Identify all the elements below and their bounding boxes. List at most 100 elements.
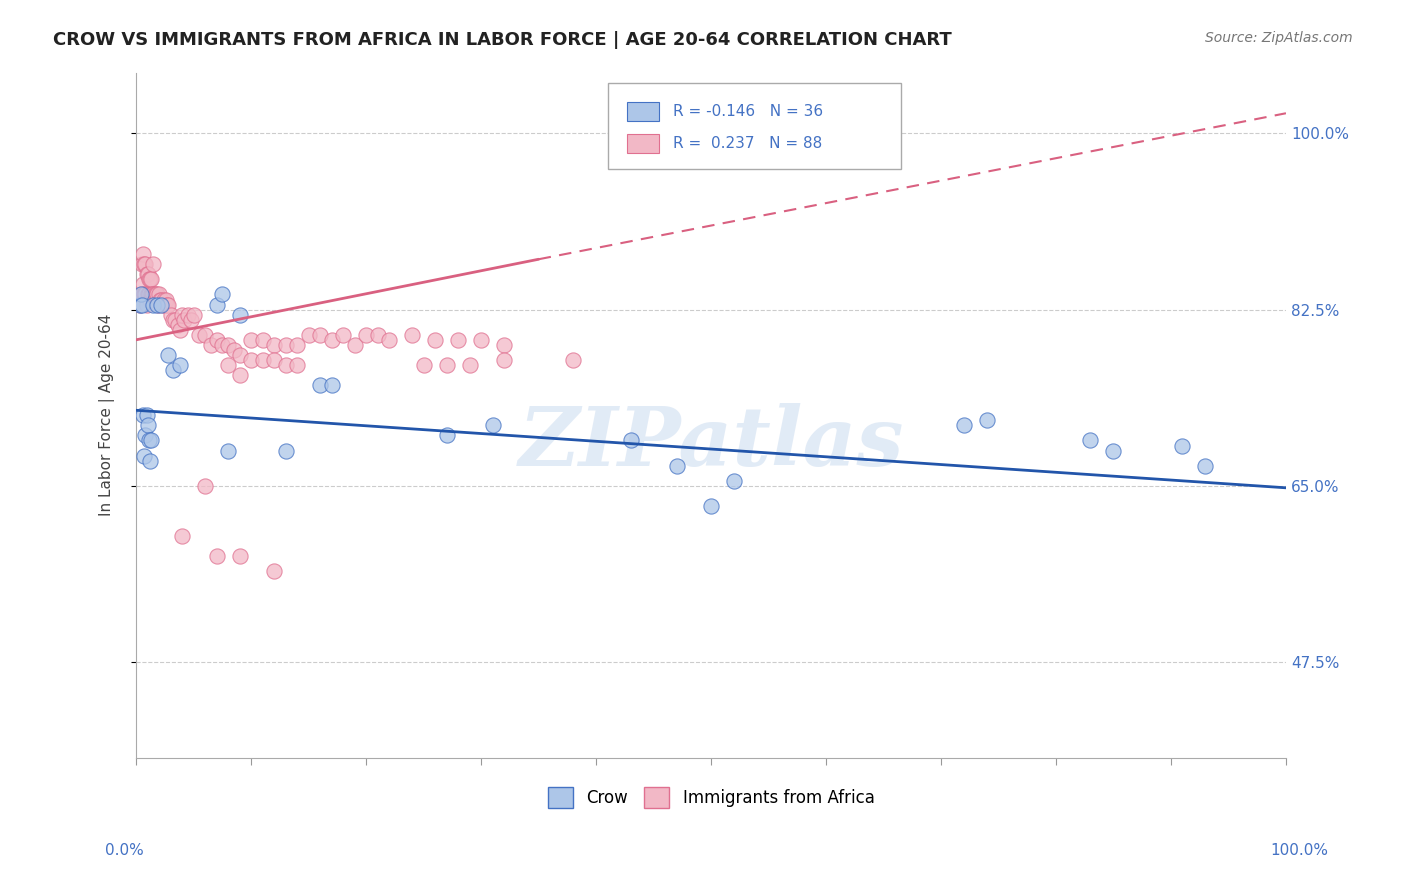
- Point: [252, 353, 274, 368]
- Point: [183, 308, 205, 322]
- Point: [354, 327, 377, 342]
- Point: [321, 378, 343, 392]
- Point: [134, 287, 156, 301]
- Point: [367, 327, 389, 342]
- Text: R = -0.146   N = 36: R = -0.146 N = 36: [673, 103, 824, 119]
- Point: [423, 333, 446, 347]
- Point: [134, 257, 156, 271]
- Point: [240, 333, 263, 347]
- Point: [217, 338, 239, 352]
- Point: [481, 418, 503, 433]
- Point: [139, 293, 162, 307]
- Point: [165, 312, 187, 326]
- Point: [470, 333, 492, 347]
- Point: [138, 272, 160, 286]
- Point: [976, 413, 998, 427]
- Point: [228, 368, 250, 382]
- Point: [1102, 443, 1125, 458]
- Point: [217, 443, 239, 458]
- Point: [953, 418, 976, 433]
- Text: 0.0%: 0.0%: [105, 843, 145, 857]
- Point: [149, 293, 172, 307]
- Point: [285, 338, 308, 352]
- Point: [228, 348, 250, 362]
- Point: [152, 297, 174, 311]
- Y-axis label: In Labor Force | Age 20-64: In Labor Force | Age 20-64: [100, 314, 115, 516]
- Point: [1080, 434, 1102, 448]
- Point: [139, 453, 162, 467]
- Point: [412, 358, 434, 372]
- Point: [169, 323, 191, 337]
- Point: [321, 333, 343, 347]
- Point: [447, 333, 470, 347]
- Point: [309, 327, 332, 342]
- Point: [458, 358, 481, 372]
- Point: [146, 297, 169, 311]
- Point: [134, 287, 156, 301]
- FancyBboxPatch shape: [607, 83, 901, 169]
- Point: [228, 549, 250, 564]
- Point: [1194, 458, 1216, 473]
- Point: [332, 327, 354, 342]
- Point: [436, 358, 458, 372]
- Point: [274, 358, 297, 372]
- Point: [139, 434, 162, 448]
- Point: [205, 333, 228, 347]
- Point: [665, 458, 688, 473]
- Point: [194, 479, 217, 493]
- Point: [157, 297, 180, 311]
- Point: [228, 308, 250, 322]
- Point: [211, 287, 233, 301]
- Point: [135, 409, 157, 423]
- Point: [309, 378, 332, 392]
- Point: [134, 257, 156, 271]
- Point: [378, 333, 401, 347]
- Point: [134, 449, 156, 463]
- Point: [139, 287, 162, 301]
- Text: Source: ZipAtlas.com: Source: ZipAtlas.com: [1205, 31, 1353, 45]
- Point: [562, 353, 585, 368]
- Point: [173, 312, 195, 326]
- Point: [194, 327, 217, 342]
- Point: [145, 287, 167, 301]
- Point: [252, 333, 274, 347]
- Point: [138, 287, 160, 301]
- Point: [263, 353, 285, 368]
- Point: [723, 474, 745, 488]
- Point: [263, 338, 285, 352]
- Point: [131, 257, 153, 271]
- Point: [157, 348, 180, 362]
- Point: [700, 499, 723, 513]
- Point: [166, 318, 188, 332]
- Point: [142, 287, 165, 301]
- Point: [135, 297, 157, 311]
- Point: [156, 297, 179, 311]
- Point: [211, 338, 233, 352]
- Point: [138, 434, 160, 448]
- Point: [155, 293, 177, 307]
- Point: [136, 287, 159, 301]
- Point: [146, 287, 169, 301]
- Point: [128, 297, 150, 311]
- FancyBboxPatch shape: [627, 134, 659, 153]
- Point: [274, 338, 297, 352]
- Point: [141, 287, 163, 301]
- Point: [132, 247, 155, 261]
- Point: [436, 428, 458, 442]
- Point: [139, 272, 162, 286]
- Point: [143, 287, 166, 301]
- Point: [152, 293, 174, 307]
- Point: [134, 428, 156, 442]
- Point: [132, 409, 155, 423]
- Point: [131, 287, 153, 301]
- Point: [274, 443, 297, 458]
- Point: [139, 272, 162, 286]
- Point: [169, 358, 191, 372]
- Point: [129, 287, 152, 301]
- Point: [494, 338, 516, 352]
- Point: [142, 297, 165, 311]
- Point: [128, 297, 150, 311]
- Legend: Crow, Immigrants from Africa: Crow, Immigrants from Africa: [541, 780, 882, 814]
- Point: [494, 353, 516, 368]
- Point: [205, 549, 228, 564]
